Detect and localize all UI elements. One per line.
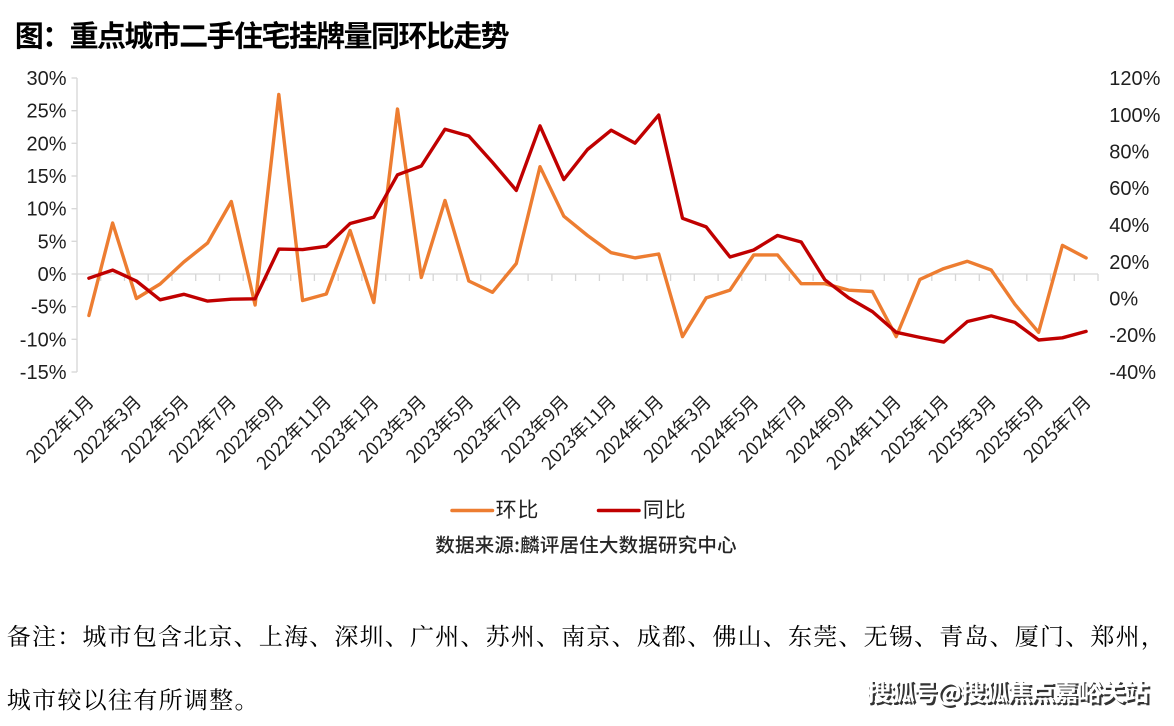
svg-text:-10%: -10% [20,329,67,351]
svg-text:0%: 0% [38,264,67,286]
svg-text:-20%: -20% [1109,325,1156,347]
svg-text:120%: 120% [1109,68,1160,90]
svg-text:-15%: -15% [20,362,67,384]
svg-text:15%: 15% [26,166,66,188]
svg-text:20%: 20% [26,133,66,155]
svg-text:25%: 25% [26,101,66,123]
svg-text:10%: 10% [26,199,66,221]
svg-text:40%: 40% [1109,215,1149,237]
svg-text:30%: 30% [26,68,66,90]
svg-text:20%: 20% [1109,252,1149,274]
svg-text:80%: 80% [1109,142,1149,164]
svg-text:100%: 100% [1109,105,1160,127]
svg-text:-5%: -5% [31,297,67,319]
svg-text:-40%: -40% [1109,362,1156,384]
svg-text:60%: 60% [1109,178,1149,200]
svg-text:5%: 5% [38,231,67,253]
svg-text:0%: 0% [1109,289,1138,311]
